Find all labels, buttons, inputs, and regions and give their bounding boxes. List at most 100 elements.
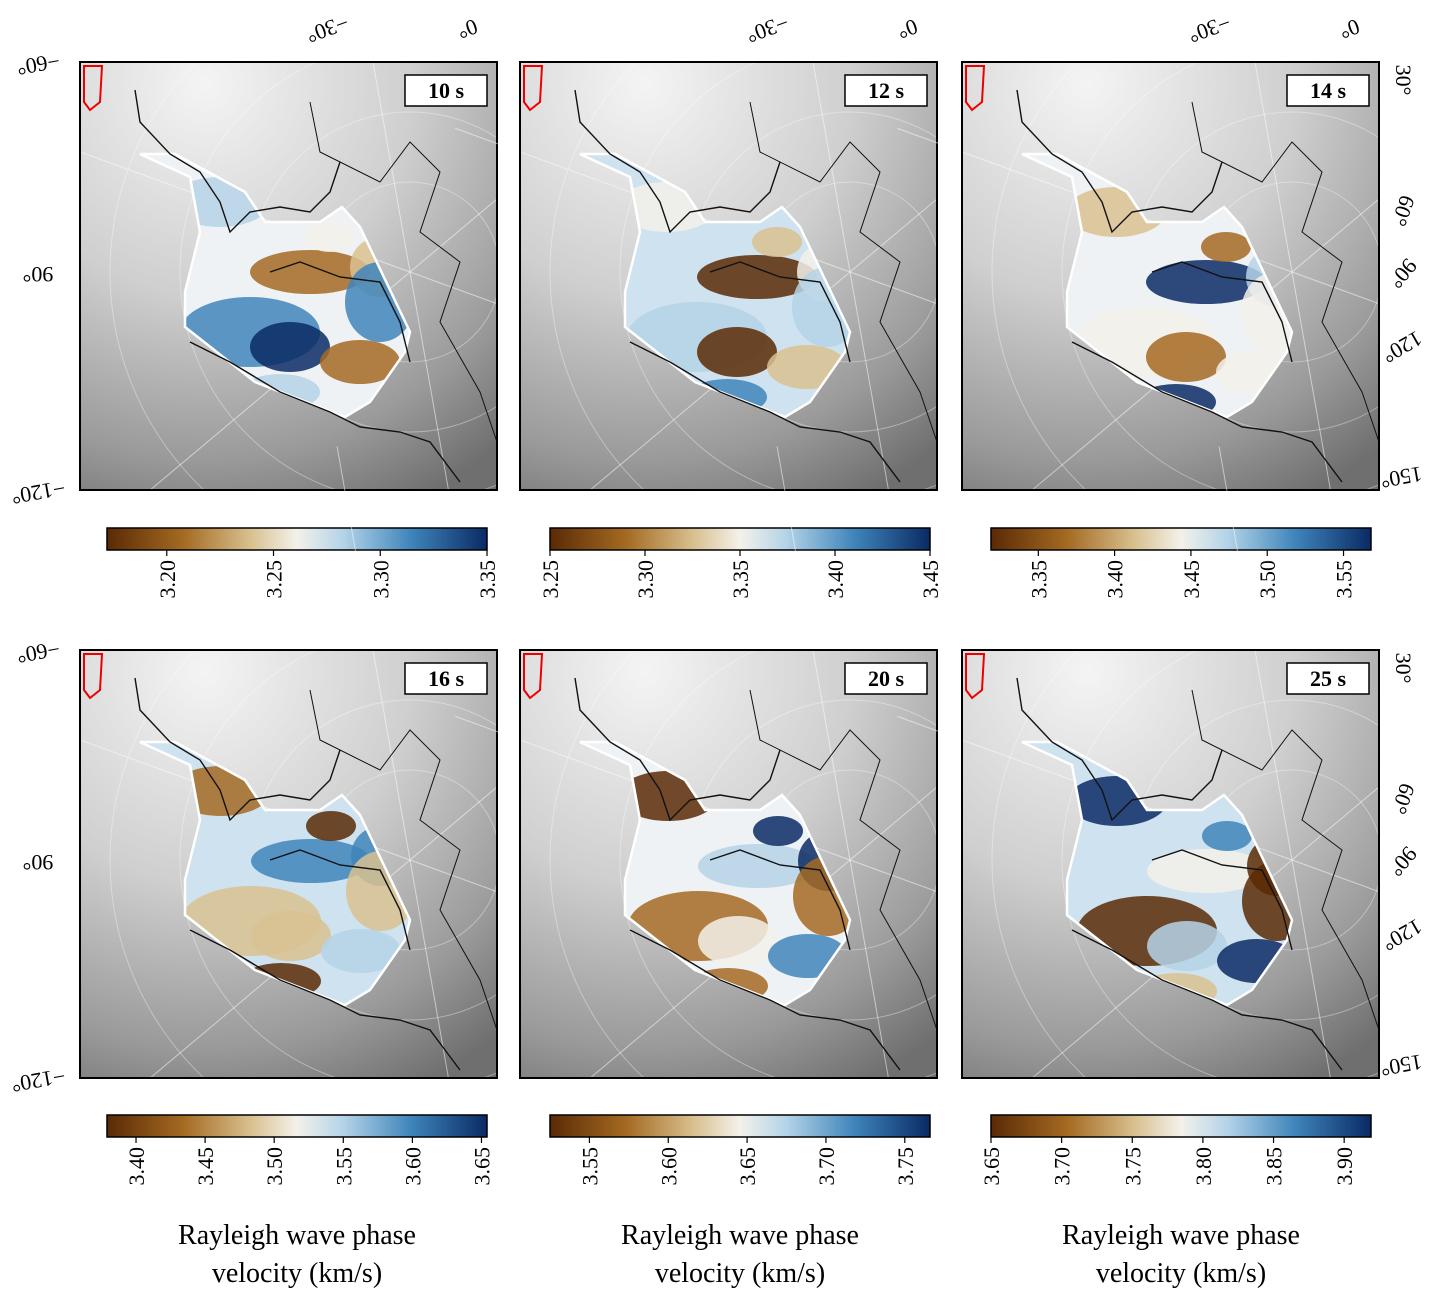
period-label-box — [1286, 662, 1370, 695]
graticule — [991, 0, 1454, 573]
longitude-label: −30° — [1185, 10, 1234, 48]
colorbar-title: velocity (km/s) — [655, 1258, 825, 1289]
velocity-anomaly — [250, 250, 370, 294]
graticule — [409, 859, 484, 1274]
graticule — [1291, 859, 1454, 920]
map-panel: 20 s — [455, 446, 1245, 1274]
colorbar — [549, 1114, 931, 1138]
colorbar-tick-label: 3.60 — [400, 1147, 425, 1186]
graticule — [1291, 723, 1454, 861]
graticule — [776, 446, 851, 861]
colorbar-tick-label: 3.45 — [1179, 560, 1204, 599]
longitude-label: 120° — [1378, 914, 1427, 957]
graticule — [849, 271, 924, 686]
graticule — [1218, 446, 1293, 861]
coastline — [309, 101, 498, 443]
graticule — [1291, 859, 1366, 1274]
region-outline — [139, 740, 412, 1007]
coastline — [134, 677, 461, 1071]
velocity-anomaly — [305, 222, 355, 252]
graticule — [1291, 271, 1454, 332]
frame — [79, 61, 498, 491]
longitude-label: 0° — [454, 14, 481, 44]
inset-outline — [523, 653, 544, 700]
map-panel: 16 s — [15, 446, 805, 1274]
graticule — [1291, 271, 1366, 686]
graticule — [801, 0, 851, 273]
colorbar-tick-label: 3.55 — [331, 1147, 356, 1186]
graticule — [1061, 41, 1454, 503]
latitude-label: −120° — [10, 1063, 68, 1097]
velocity-anomaly — [321, 929, 401, 973]
colorbar-tick-label: 3.65 — [979, 1147, 1004, 1186]
colorbar — [106, 527, 488, 551]
coastline — [749, 101, 938, 443]
colorbar-tick-label: 3.35 — [1026, 560, 1051, 599]
graticule — [361, 0, 411, 273]
longitude-label: −30° — [743, 10, 792, 48]
graticule — [409, 271, 484, 686]
graticule — [1291, 723, 1454, 861]
graticule — [1218, 446, 1293, 861]
velocity-anomaly — [250, 322, 330, 372]
colorbar — [106, 1114, 488, 1138]
colorbar-tick-label: 3.25 — [262, 560, 287, 599]
period-label-box — [404, 74, 488, 107]
graticule — [1291, 859, 1454, 920]
colorbar — [990, 527, 1372, 551]
map-panel: 14 s — [897, 0, 1454, 686]
coastline — [574, 89, 901, 483]
period-label: 14 s — [1310, 78, 1347, 103]
colorbar-tick-label: 3.65 — [735, 1147, 760, 1186]
longitude-label: 60° — [1386, 192, 1420, 230]
period-label: 10 s — [428, 78, 465, 103]
period-label: 25 s — [1310, 666, 1347, 691]
longitude-label: 150° — [1379, 1049, 1425, 1081]
velocity-anomaly — [1201, 232, 1251, 262]
frame — [519, 649, 938, 1079]
colorbar-tick-label: 3.75 — [1120, 1147, 1145, 1186]
graticule — [409, 271, 484, 686]
period-label: 12 s — [868, 78, 905, 103]
region-outline — [579, 152, 852, 419]
colorbar-title: velocity (km/s) — [1096, 1258, 1266, 1289]
latitude-label: −60° — [15, 636, 62, 668]
velocity-anomaly — [1241, 272, 1292, 352]
inset-outline — [523, 65, 544, 112]
colorbar-tick-label: 3.40 — [124, 1147, 149, 1186]
colorbar-tick-label: 3.20 — [155, 560, 180, 599]
coastline — [1016, 677, 1343, 1071]
colorbar-tick-label: 3.45 — [918, 560, 943, 599]
colorbar-tick-label: 3.70 — [814, 1147, 839, 1186]
latitude-label: −60° — [15, 48, 62, 80]
region-outline — [579, 740, 852, 1007]
graticule — [1291, 271, 1366, 686]
coastline — [1016, 89, 1343, 483]
colorbar-tick-label: 3.35 — [728, 560, 753, 599]
coastline — [309, 689, 498, 1031]
velocity-anomaly — [697, 327, 777, 377]
velocity-anomaly — [753, 816, 803, 846]
graticule — [1061, 629, 1454, 1091]
colorbar-tick-label: 3.90 — [1332, 1147, 1357, 1186]
coastline — [134, 89, 461, 483]
frame — [961, 61, 1380, 491]
velocity-anomaly — [1147, 921, 1227, 971]
velocity-anomaly — [1202, 821, 1252, 851]
longitude-label: 90° — [1383, 254, 1422, 294]
map-panel: 10 s — [15, 0, 805, 686]
velocity-anomaly — [752, 227, 802, 257]
velocity-anomaly — [1146, 260, 1266, 304]
longitude-label: 30° — [1391, 65, 1416, 96]
colorbar-tick-label: 3.55 — [577, 1147, 602, 1186]
region-outline — [139, 152, 412, 419]
graticule — [849, 859, 924, 1274]
longitude-label: 120° — [1378, 326, 1427, 369]
graticule — [849, 859, 924, 1274]
velocity-anomaly — [698, 916, 778, 966]
velocity-anomaly — [1146, 332, 1226, 382]
colorbar-tick-label: 3.40 — [1103, 560, 1128, 599]
inset-outline — [965, 653, 986, 700]
colorbar — [990, 1114, 1372, 1138]
latitude-label: −120° — [10, 475, 68, 509]
